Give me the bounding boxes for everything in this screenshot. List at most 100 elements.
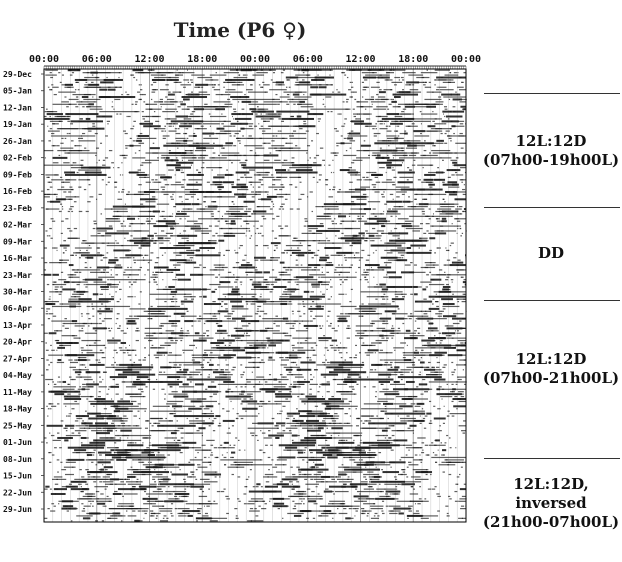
activity-bout [63,162,70,164]
activity-bout [59,259,63,261]
activity-bout [261,132,293,135]
activity-bout [92,327,107,330]
activity-bout [265,390,276,393]
activity-bout [218,422,221,424]
activity-bout [137,315,158,317]
activity-bout [264,91,268,93]
activity-bout [270,300,275,303]
activity-bout [175,157,178,159]
activity-bout [427,171,437,174]
activity-bout [194,120,231,122]
activity-bout [324,164,326,166]
activity-bout [302,410,323,412]
activity-bout [196,208,206,210]
activity-bout [100,303,104,305]
activity-bout [369,417,385,420]
activity-bout [230,334,245,337]
activity-bout [402,72,416,74]
activity-bout [252,281,269,283]
activity-bout [246,332,248,334]
activity-bout [292,252,294,254]
activity-bout [153,181,162,183]
activity-bout [410,244,426,247]
activity-bout [411,364,416,366]
activity-bout [360,439,362,442]
activity-bout [345,149,348,152]
activity-bout [49,461,52,463]
activity-bout [291,157,295,159]
activity-bout [81,364,84,366]
activity-bout [247,427,279,429]
activity-bout [443,405,445,407]
activity-bout [175,276,177,278]
activity-bout [144,176,146,178]
activity-bout [70,427,74,429]
activity-bout [146,242,149,244]
activity-bout [234,193,244,196]
activity-bout [231,184,234,186]
activity-bout [164,237,171,239]
activity-bout [112,366,115,368]
activity-bout [377,218,379,220]
activity-bout [340,366,343,368]
activity-bout [186,225,189,227]
activity-bout [198,190,232,193]
activity-bout [263,432,266,434]
activity-bout [302,79,305,81]
activity-bout [391,152,395,154]
activity-bout [417,327,421,329]
activity-bout [127,296,134,298]
activity-bout [70,123,74,125]
activity-bout [345,456,372,459]
activity-bout [458,400,466,403]
activity-bout [386,164,403,167]
activity-bout [225,142,233,145]
activity-bout [280,359,290,361]
activity-bout [157,305,175,308]
activity-bout [242,371,245,373]
activity-bout [456,376,459,378]
activity-bout [402,108,407,110]
activity-bout [132,449,135,451]
activity-bout [223,232,227,234]
activity-bout [404,264,411,266]
activity-bout [146,218,149,220]
activity-bout [445,213,462,215]
activity-bout [388,157,391,159]
activity-bout [330,84,333,86]
activity-bout [452,347,456,349]
activity-bout [179,232,181,234]
activity-bout [292,132,307,135]
activity-bout [276,432,292,434]
activity-bout [169,386,173,388]
activity-bout [351,162,355,164]
activity-bout [129,249,132,252]
activity-bout [446,325,454,327]
activity-bout [404,337,417,340]
activity-bout [313,461,315,463]
activity-bout [299,315,302,317]
activity-bout [376,154,381,157]
activity-bout [414,145,425,147]
activity-bout [99,451,102,454]
activity-bout [279,206,284,208]
activity-bout [360,432,363,434]
activity-bout [406,247,411,250]
activity-bout [201,434,203,437]
activity-bout [154,76,179,79]
activity-bout [281,410,283,412]
activity-bout [126,322,137,325]
activity-bout [198,427,206,430]
activity-bout [384,393,400,396]
activity-bout [195,469,198,471]
activity-bout [97,310,113,313]
activity-bout [127,115,131,118]
activity-bout [230,96,241,99]
activity-bout [145,237,149,239]
activity-bout [348,167,353,169]
activity-bout [115,407,129,410]
activity-bout [46,188,50,191]
activity-bout [368,454,372,456]
activity-bout [237,439,240,442]
activity-bout [397,135,400,137]
